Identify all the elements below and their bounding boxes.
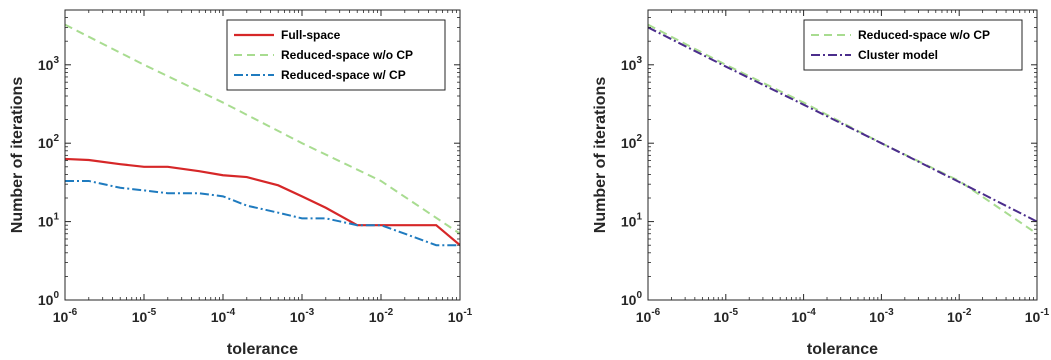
series-line-2 [648, 26, 1037, 223]
x-tick-label: 10-6 [636, 307, 661, 325]
x-axis-label: tolerance [807, 341, 878, 358]
series-line-3 [65, 179, 460, 247]
legend-label: Reduced-space w/o CP [281, 48, 413, 62]
y-tick-label: 100 [621, 290, 643, 308]
legend-label: Full-space [281, 28, 341, 42]
y-axis-label: Number of iterations [9, 77, 26, 234]
x-tick-label: 10-1 [448, 307, 473, 325]
y-tick-label: 101 [621, 212, 643, 230]
x-tick-label: 10-6 [53, 307, 78, 325]
chart-panel-2: 10-6 10-5 10-4 10-3 10-2 10-1 100 101 102 103 tole… [592, 9, 1050, 358]
series-line-1 [65, 157, 460, 247]
y-tick-label: 103 [38, 55, 60, 73]
legend-label: Reduced-space w/ CP [281, 68, 406, 82]
x-tick-label: 10-1 [1025, 307, 1050, 325]
legend-label: Reduced-space w/o CP [858, 28, 990, 42]
x-tick-label: 10-4 [211, 307, 236, 325]
chart-panel-1: 10-6 10-5 10-4 10-3 10-2 10-1 100 101 102 103 tole… [9, 9, 473, 358]
legend: Reduced-space w/o CP Cluster model [803, 19, 1023, 71]
legend: Full-space Reduced-space w/o CP Reduced-sp… [226, 19, 446, 91]
y-axis-label: Number of iterations [592, 77, 609, 234]
x-tick-label: 10-2 [947, 307, 972, 325]
x-tick-label: 10-3 [869, 307, 894, 325]
x-tick-label: 10-3 [290, 307, 315, 325]
series-line-1 [648, 23, 1037, 235]
x-tick-label: 10-5 [132, 307, 157, 325]
y-tick-label: 101 [38, 212, 60, 230]
legend-label: Cluster model [858, 48, 938, 62]
x-axis-label: tolerance [227, 341, 298, 358]
x-tick-label: 10-2 [369, 307, 394, 325]
y-tick-label: 100 [38, 290, 60, 308]
y-tick-label: 102 [38, 133, 60, 151]
legend-box [803, 19, 1023, 71]
series-line-2 [65, 23, 460, 235]
x-tick-label: 10-4 [791, 307, 816, 325]
x-tick-label: 10-5 [714, 307, 739, 325]
y-tick-label: 102 [621, 133, 643, 151]
y-tick-label: 103 [621, 55, 643, 73]
